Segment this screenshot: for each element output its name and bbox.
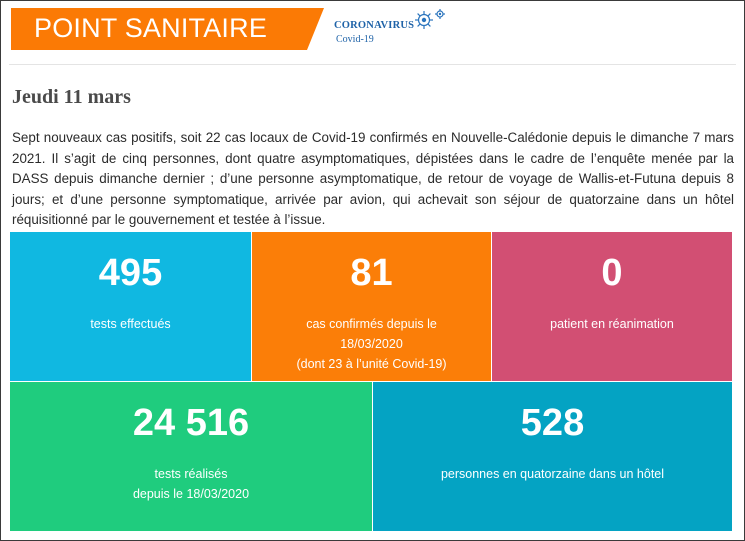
bulletin-date: Jeudi 11 mars <box>12 86 131 108</box>
stat-label-line: (dont 23 à l’unité Covid-19) <box>296 357 447 371</box>
stat-tile-reanimation: 0 patient en réanimation <box>492 232 732 381</box>
stat-tile-quatorzaine: 528 personnes en quatorzaine dans un hôt… <box>373 382 732 531</box>
stat-label-line: depuis le 18/03/2020 <box>132 487 250 501</box>
stat-label: tests réalisés depuis le 18/03/2020 <box>10 464 372 504</box>
stat-label-line: patient en réanimation <box>550 317 674 331</box>
coronavirus-logo: CORONAVIRUS Covid-19 <box>334 9 454 50</box>
stat-label: patient en réanimation <box>492 314 732 334</box>
intro-paragraph: Sept nouveaux cas positifs, soit 22 cas … <box>12 130 734 227</box>
banner-title: POINT SANITAIRE <box>34 13 268 43</box>
stat-label: personnes en quatorzaine dans un hôtel <box>373 464 732 484</box>
stat-value: 528 <box>520 402 585 444</box>
stat-tile-tests-effectues: 495 tests effectués <box>10 232 251 381</box>
stat-label: cas confirmés depuis le 18/03/2020 (dont… <box>252 314 491 374</box>
stat-label: tests effectués <box>10 314 251 334</box>
stat-value: 495 <box>98 252 163 294</box>
banner-shape <box>11 8 324 50</box>
stat-value: 0 <box>601 252 623 294</box>
point-sanitaire-banner: POINT SANITAIRE <box>11 8 324 50</box>
stat-value: 24 516 <box>132 402 250 444</box>
stat-tile-tests-realises: 24 516 tests réalisés depuis le 18/03/20… <box>10 382 372 531</box>
logo-coronavirus-text: CORONAVIRUS <box>334 20 415 31</box>
stat-label-line: cas confirmés depuis le <box>306 317 437 331</box>
stat-label-line: 18/03/2020 <box>340 337 403 351</box>
header-divider <box>9 64 736 65</box>
stat-tile-cas-confirmes: 81 cas confirmés depuis le 18/03/2020 (d… <box>252 232 491 381</box>
stat-label-line: personnes en quatorzaine dans un hôtel <box>440 467 665 481</box>
stat-value: 81 <box>350 252 393 294</box>
virus-icon <box>415 9 445 29</box>
stat-label-line: tests effectués <box>90 317 171 331</box>
logo-covid19-text: Covid-19 <box>336 34 374 45</box>
stat-label-line: tests réalisés <box>154 467 228 481</box>
